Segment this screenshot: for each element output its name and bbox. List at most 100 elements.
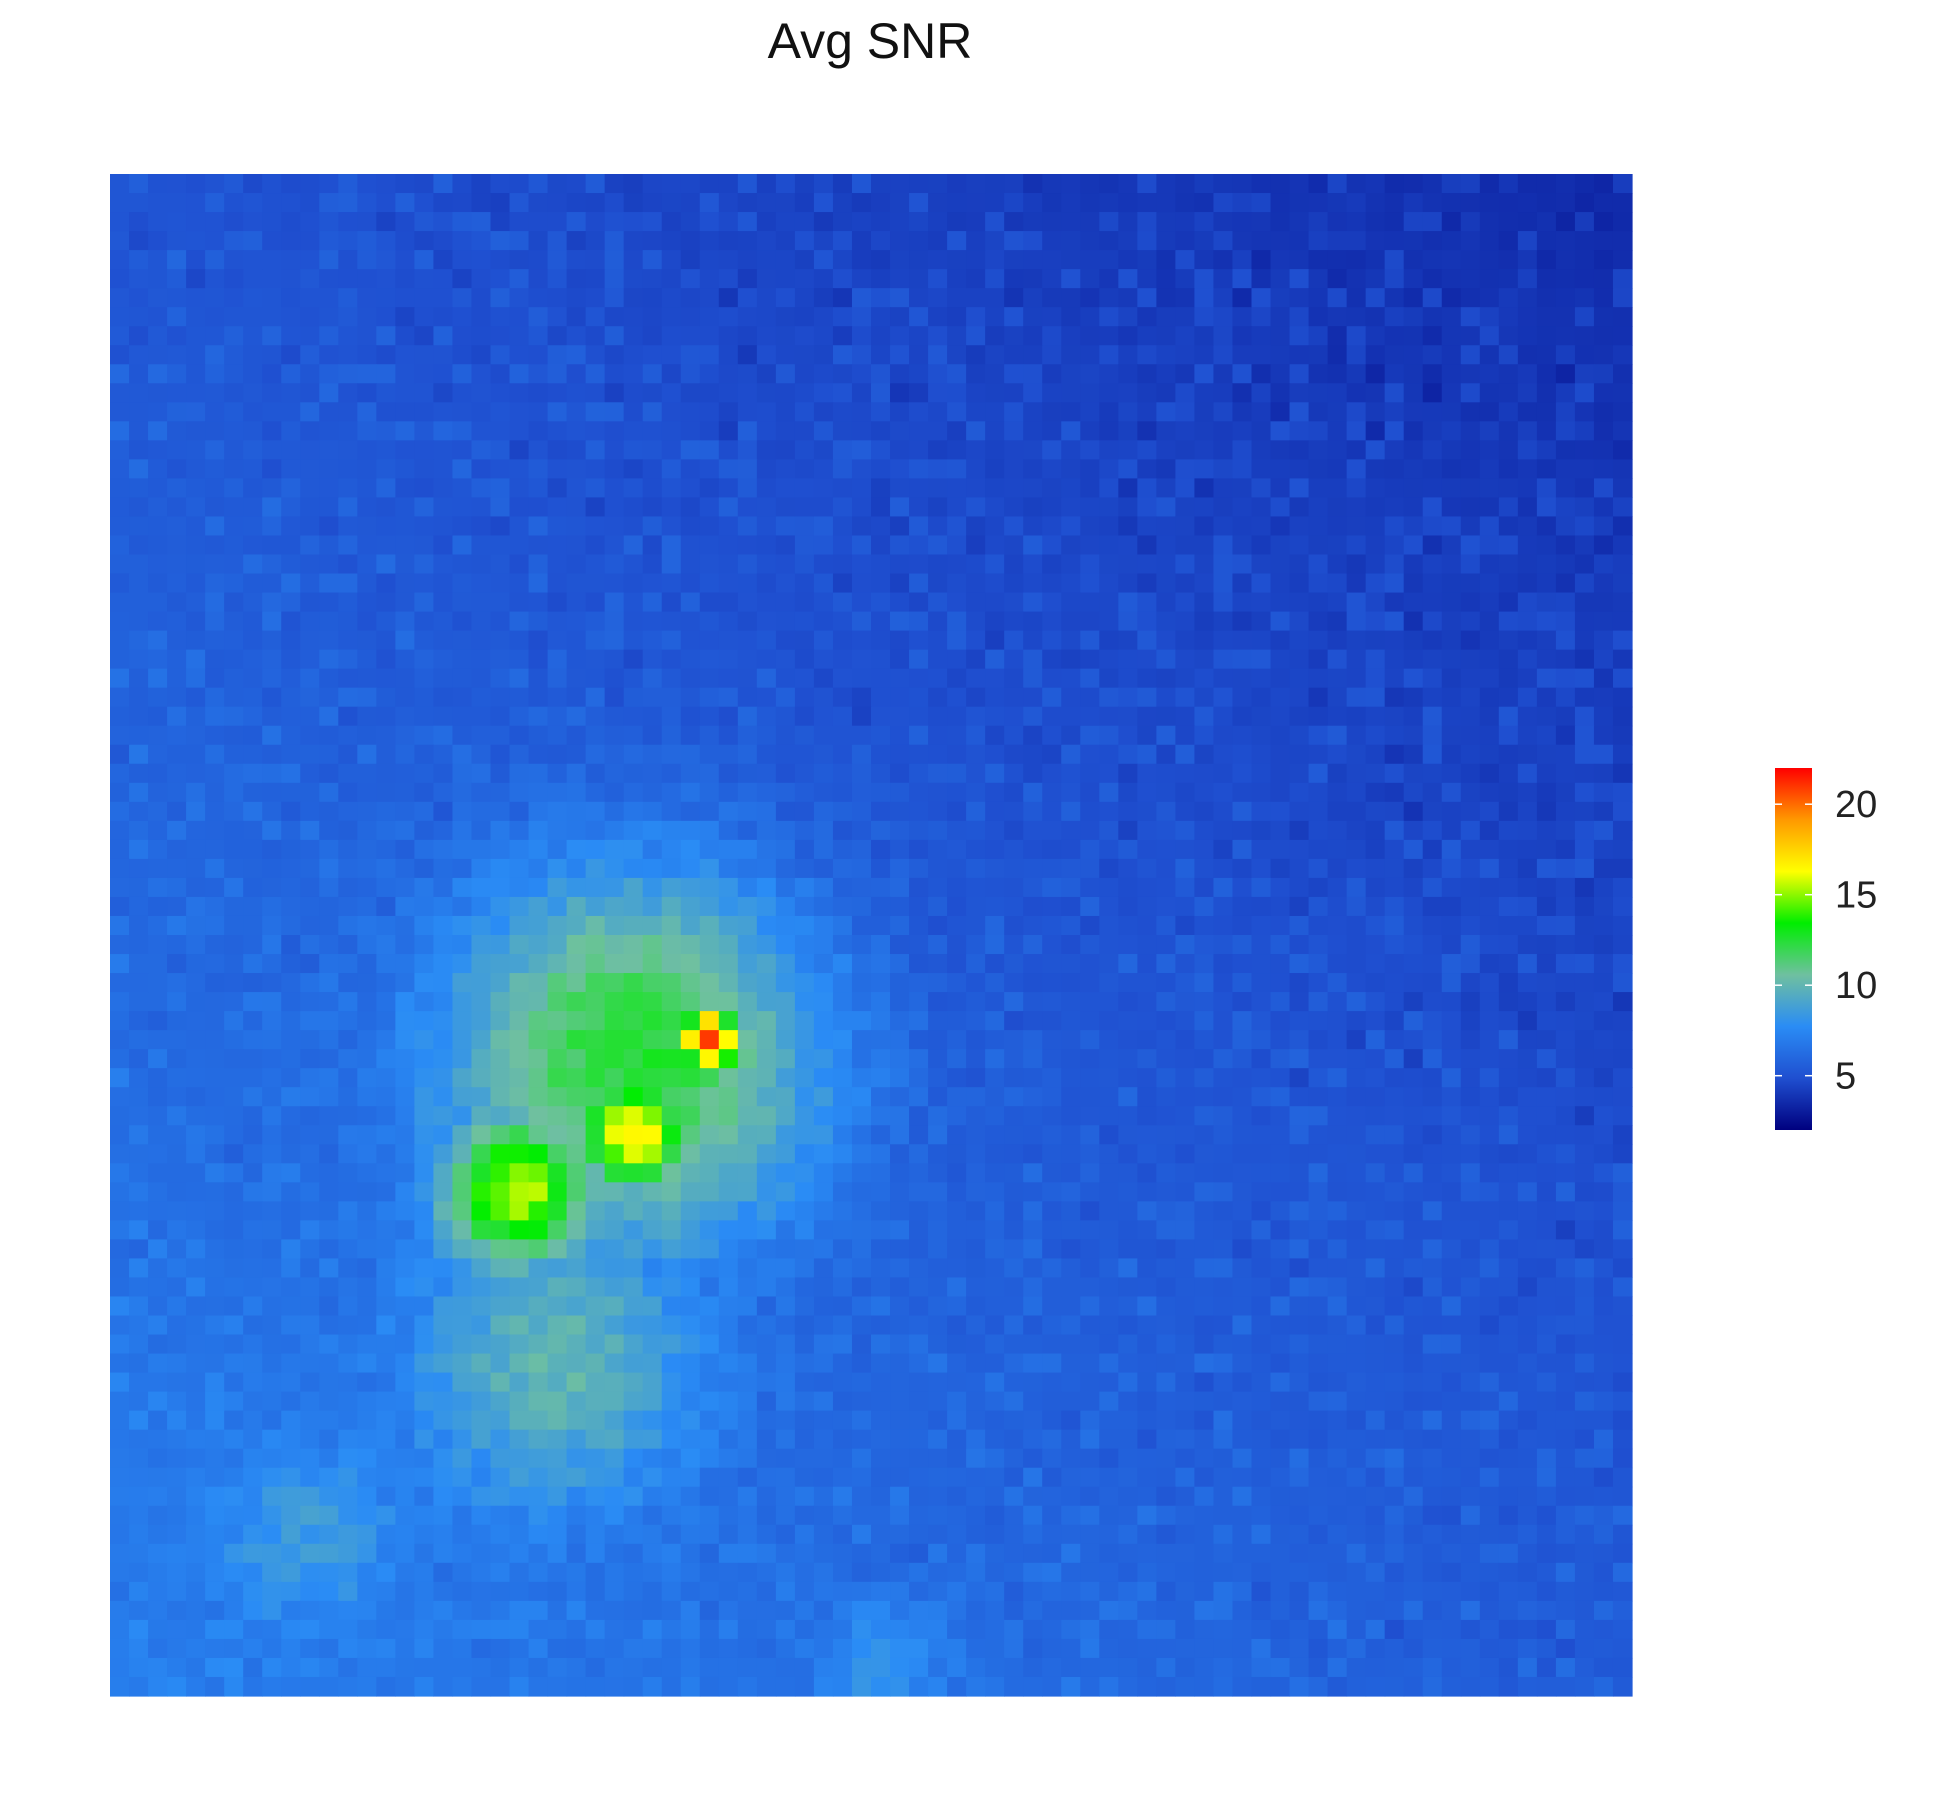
heatmap-cell xyxy=(928,535,948,556)
heatmap-cell xyxy=(985,554,1005,575)
heatmap-cell xyxy=(928,896,948,917)
heatmap-cell xyxy=(1251,1030,1272,1050)
heatmap-cell xyxy=(623,1296,644,1317)
heatmap-cell xyxy=(395,858,416,879)
heatmap-cell xyxy=(1099,307,1119,327)
heatmap-cell xyxy=(718,1049,739,1069)
heatmap-cell xyxy=(1232,516,1253,537)
heatmap-cell xyxy=(224,573,244,594)
heatmap-cell xyxy=(243,193,263,213)
heatmap-cell xyxy=(243,992,263,1012)
heatmap-cell xyxy=(1213,402,1234,422)
heatmap-cell xyxy=(1289,212,1310,232)
heatmap-cell xyxy=(1213,839,1234,860)
heatmap-cell xyxy=(1593,459,1614,480)
heatmap-cell xyxy=(1612,1334,1633,1355)
heatmap-cell xyxy=(319,896,339,917)
heatmap-cell xyxy=(1536,915,1557,936)
heatmap-cell xyxy=(1251,1182,1272,1202)
heatmap-cell xyxy=(414,459,435,480)
heatmap-cell xyxy=(243,915,263,936)
heatmap-cell xyxy=(985,1334,1005,1355)
heatmap-cell xyxy=(1346,497,1367,518)
heatmap-cell xyxy=(1384,1144,1405,1164)
heatmap-cell xyxy=(167,611,187,632)
heatmap-cell xyxy=(604,1258,625,1279)
heatmap-cell xyxy=(490,877,511,898)
heatmap-cell xyxy=(148,1068,168,1088)
heatmap-cell xyxy=(832,763,853,784)
heatmap-cell xyxy=(376,1163,396,1183)
heatmap-cell xyxy=(890,402,910,422)
heatmap-cell xyxy=(1232,212,1253,232)
heatmap-cell xyxy=(661,858,682,879)
heatmap-cell xyxy=(661,877,682,898)
heatmap-cell xyxy=(832,782,853,803)
heatmap-cell xyxy=(1004,516,1024,537)
heatmap-cell xyxy=(1555,478,1576,499)
heatmap-cell xyxy=(1156,1182,1177,1202)
heatmap-cell xyxy=(148,554,168,575)
heatmap-cell xyxy=(1517,459,1538,480)
heatmap-cell xyxy=(661,1239,682,1260)
heatmap-cell xyxy=(110,801,130,822)
heatmap-cell xyxy=(1308,992,1329,1012)
heatmap-cell xyxy=(395,820,416,841)
heatmap-cell xyxy=(851,288,872,308)
heatmap-cell xyxy=(281,992,301,1012)
heatmap-cell xyxy=(1156,1258,1177,1279)
heatmap-cell xyxy=(718,497,739,518)
heatmap-cell xyxy=(756,1087,777,1107)
heatmap-cell xyxy=(1555,288,1576,308)
heatmap-cell xyxy=(1270,1315,1291,1336)
heatmap-cell xyxy=(794,212,815,232)
heatmap-cell xyxy=(414,611,435,632)
heatmap-cell xyxy=(1175,1068,1196,1088)
heatmap-cell xyxy=(794,782,815,803)
heatmap-cell xyxy=(1327,1258,1348,1279)
heatmap-cell xyxy=(1441,421,1462,441)
heatmap-cell xyxy=(281,782,301,803)
heatmap-cell xyxy=(1232,1315,1253,1336)
heatmap-cell xyxy=(585,611,606,632)
heatmap-cell xyxy=(1517,383,1538,403)
heatmap-cell xyxy=(357,763,377,784)
heatmap-cell xyxy=(1403,535,1424,556)
heatmap-cell xyxy=(871,478,891,499)
heatmap-cell xyxy=(1023,1315,1043,1336)
heatmap-cell xyxy=(966,535,986,556)
heatmap-cell xyxy=(1365,630,1386,651)
heatmap-cell xyxy=(1289,288,1310,308)
heatmap-cell xyxy=(1099,1106,1119,1126)
heatmap-cell xyxy=(928,744,948,765)
heatmap-cell xyxy=(947,954,967,974)
heatmap-cell xyxy=(357,478,377,499)
heatmap-cell xyxy=(319,1334,339,1355)
heatmap-cell xyxy=(1498,1258,1519,1279)
heatmap-cell xyxy=(357,1030,377,1050)
heatmap-cell xyxy=(186,973,206,993)
heatmap-cell xyxy=(699,250,720,270)
heatmap-cell xyxy=(1156,516,1177,537)
heatmap-cell xyxy=(623,706,644,727)
heatmap-cell xyxy=(1175,1239,1196,1260)
heatmap-cell xyxy=(1042,516,1062,537)
heatmap-cell xyxy=(1251,554,1272,575)
heatmap-cell xyxy=(604,839,625,860)
heatmap-cell xyxy=(1441,1163,1462,1183)
heatmap-cell xyxy=(262,877,282,898)
heatmap-cell xyxy=(775,687,796,708)
heatmap-cell xyxy=(832,1277,853,1298)
heatmap-cell xyxy=(1384,896,1405,917)
heatmap-cell xyxy=(756,269,777,289)
heatmap-cell xyxy=(1517,915,1538,936)
heatmap-cell xyxy=(395,725,416,746)
heatmap-cell xyxy=(794,402,815,422)
heatmap-cell xyxy=(509,782,530,803)
heatmap-cell xyxy=(1270,858,1291,879)
heatmap-cell xyxy=(851,611,872,632)
heatmap-cell xyxy=(1156,801,1177,822)
heatmap-cell xyxy=(243,326,263,346)
heatmap-cell xyxy=(414,858,435,879)
heatmap-cell xyxy=(1194,383,1215,403)
